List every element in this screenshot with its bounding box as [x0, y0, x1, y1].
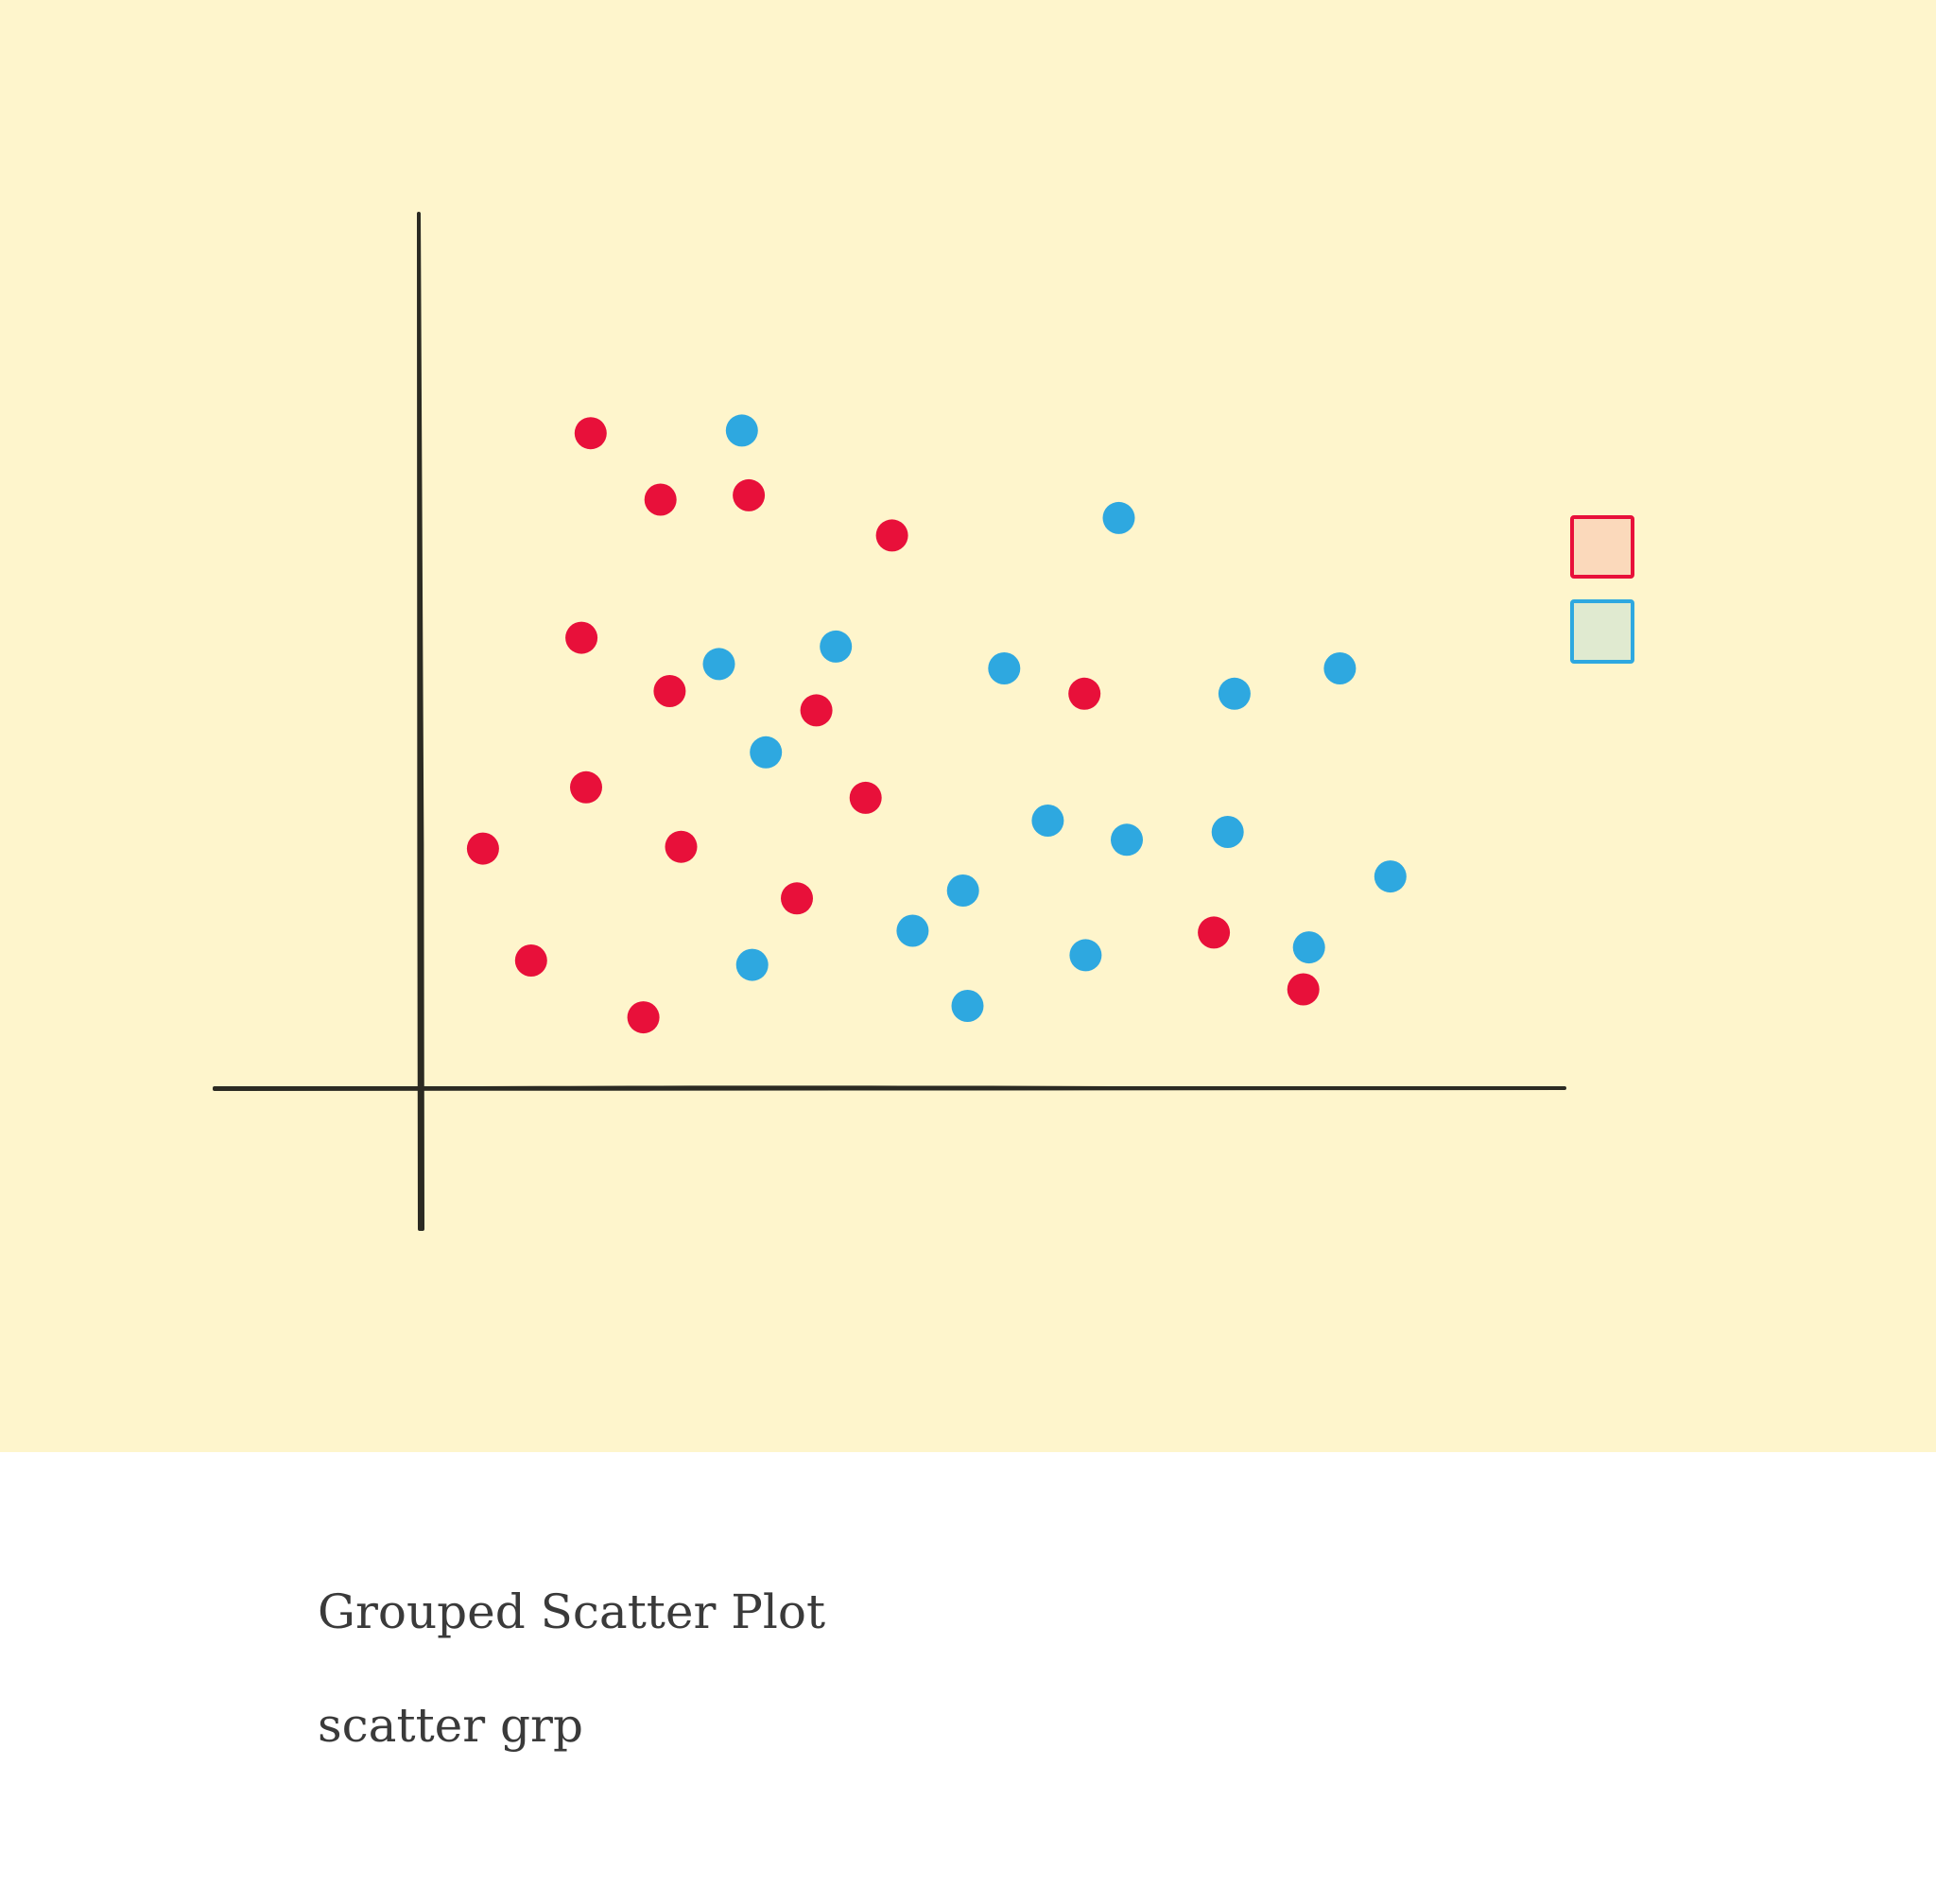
- scatter-point-s1-13: [514, 944, 547, 977]
- scatter-point-s2-1: [725, 414, 758, 447]
- x-axis-line: [213, 1083, 1566, 1093]
- scatter-point-s1-5: [565, 621, 598, 654]
- axes: [213, 212, 1566, 1231]
- scatter-point-s2-18: [951, 990, 984, 1022]
- scatter-point-s1-11: [665, 830, 698, 863]
- scatter-point-s2-5: [988, 652, 1021, 684]
- scatter-point-s1-10: [466, 832, 499, 865]
- scatter-point-s2-4: [820, 630, 853, 663]
- caption-title: Grouped Scatter Plot: [318, 1584, 826, 1639]
- scatter-point-s2-11: [1211, 816, 1244, 848]
- scatter-point-s2-9: [1031, 805, 1064, 837]
- scatter-point-s2-13: [896, 914, 929, 947]
- scatter-point-s1-7: [800, 694, 833, 727]
- scatter-point-s1-16: [1198, 916, 1231, 949]
- scatter-point-s2-8: [1323, 652, 1357, 684]
- scatter-point-s2-10: [1111, 823, 1143, 857]
- scatter-point-s1-8: [570, 770, 602, 804]
- scatter-point-s2-3: [702, 648, 735, 681]
- scatter-point-s2-2: [1102, 501, 1135, 534]
- scatter-point-s1-9: [849, 781, 882, 814]
- scatter-chart: [213, 212, 1634, 1231]
- caption-subtitle: scatter grp: [318, 1698, 583, 1753]
- scatter-point-s2-14: [735, 948, 769, 981]
- legend-swatch-red: [1570, 515, 1634, 579]
- scatter-point-s2-17: [1374, 860, 1407, 893]
- y-axis-line: [416, 212, 424, 1231]
- scatter-point-s2-16: [1292, 931, 1325, 964]
- scatter-point-s1-17: [1287, 973, 1320, 1006]
- scatter-point-s1-4: [875, 519, 908, 552]
- data-points: [466, 414, 1407, 1034]
- scatter-point-s1-12: [781, 882, 813, 915]
- scatter-point-s1-2: [644, 483, 677, 516]
- scatter-point-s2-15: [1069, 939, 1102, 972]
- scatter-point-s1-15: [1068, 677, 1101, 710]
- chart-canvas: [0, 0, 1936, 1452]
- scatter-point-s2-6: [750, 736, 783, 769]
- scatter-point-s1-1: [574, 417, 607, 450]
- scatter-point-s1-14: [627, 1001, 660, 1034]
- legend: [1570, 515, 1634, 664]
- scatter-point-s1-6: [653, 675, 686, 707]
- scatter-point-s2-7: [1218, 677, 1251, 710]
- legend-swatch-blue: [1570, 599, 1634, 664]
- scatter-point-s2-12: [946, 874, 979, 907]
- scatter-point-s1-3: [733, 478, 766, 511]
